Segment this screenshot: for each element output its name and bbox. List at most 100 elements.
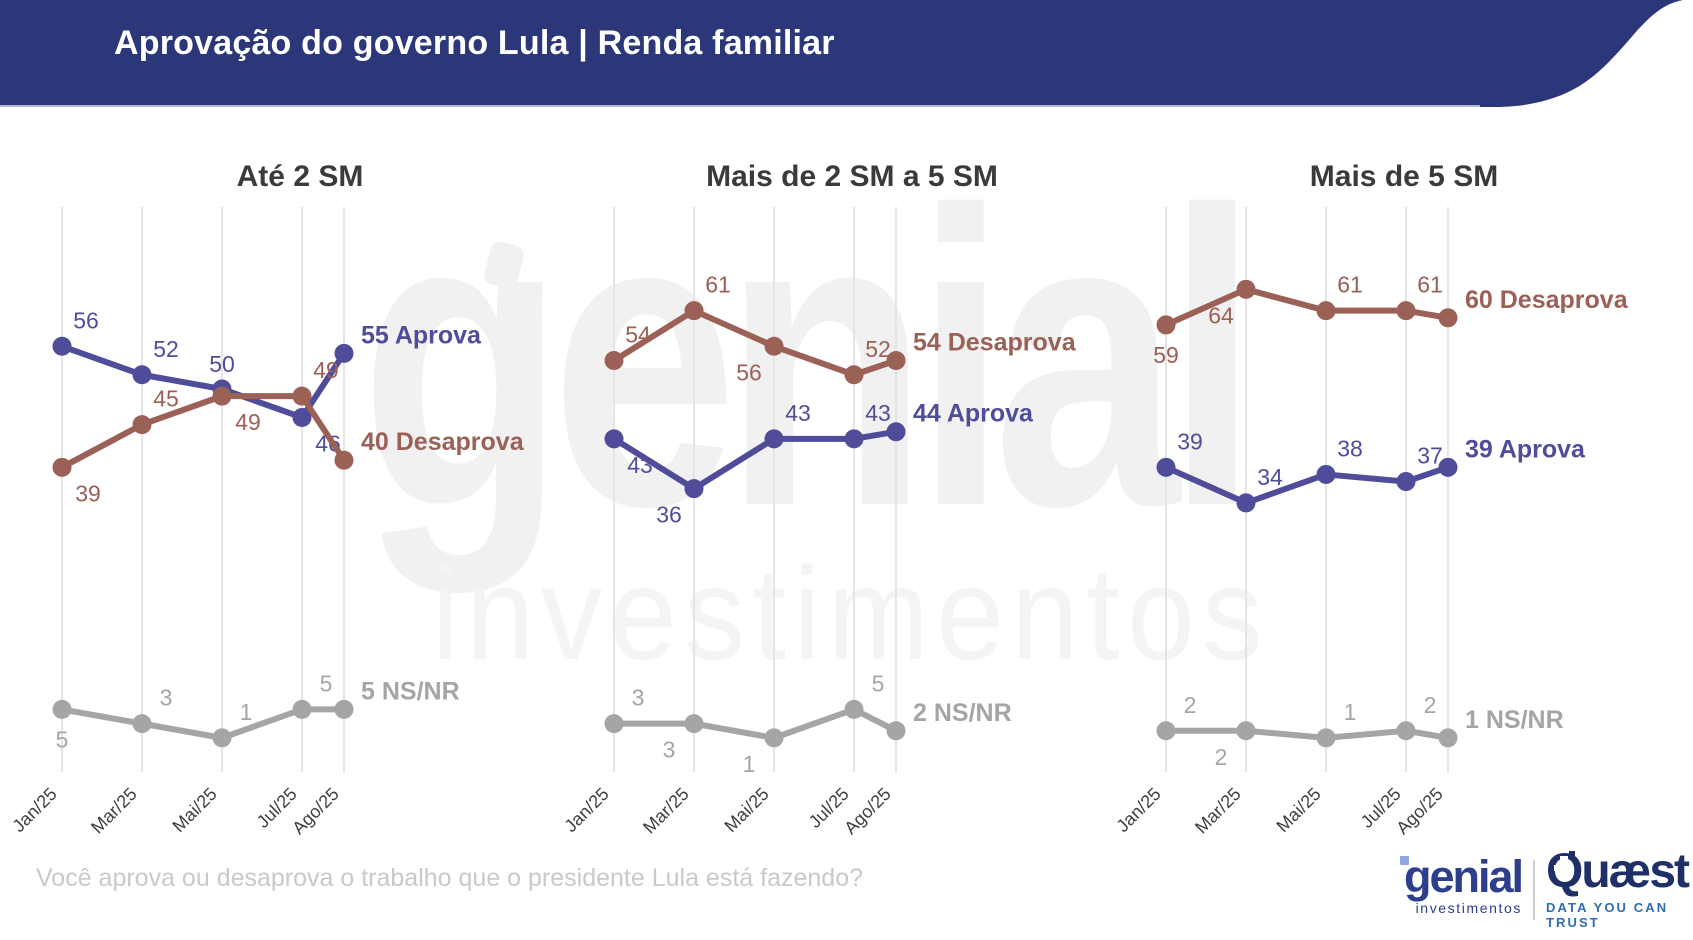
data-point	[684, 301, 704, 321]
x-axis-label: Mai/25	[168, 784, 220, 836]
value-label: 54	[625, 322, 651, 348]
data-point	[132, 365, 152, 385]
data-point	[764, 429, 784, 449]
value-label: 37	[1417, 443, 1443, 469]
series-end-label: 5 NS/NR	[361, 677, 460, 705]
data-point	[1316, 464, 1336, 484]
genial-logo: genial investimentos	[1374, 851, 1524, 916]
value-label: 5	[320, 670, 333, 696]
data-point	[1236, 279, 1256, 299]
quaest-tagline: DATA YOU CAN TRUST	[1546, 900, 1669, 930]
quaest-pixel-icon	[1554, 865, 1560, 871]
x-axis-label: Jan/25	[560, 784, 612, 836]
value-label: 39	[75, 480, 101, 506]
series-desaprova: 39 45 49 49 40 Desaprova	[52, 357, 525, 506]
x-axis-label: Mar/25	[87, 784, 141, 838]
value-label: 52	[153, 336, 179, 362]
x-axis-label: Mai/25	[720, 784, 772, 836]
data-point	[1156, 721, 1176, 741]
data-point	[334, 699, 354, 719]
data-point	[684, 714, 704, 734]
chart-title: Mais de 5 SM	[1310, 160, 1498, 193]
data-point	[1396, 721, 1416, 741]
data-point	[212, 728, 232, 748]
value-label: 49	[235, 409, 261, 435]
data-point	[292, 386, 312, 406]
series-nsnr: 5 3 1 5 5 NS/NR	[52, 670, 460, 752]
data-point	[604, 714, 624, 734]
header-background-shape	[0, 0, 1683, 107]
value-label: 1	[240, 699, 253, 725]
genial-quote-mark-icon	[1400, 856, 1409, 865]
series-aprova: 39 34 38 37 39 Aprova	[1156, 428, 1586, 513]
series-end-label: 40 Desaprova	[361, 428, 525, 456]
data-point	[604, 429, 624, 449]
value-label: 5	[56, 726, 69, 752]
data-point	[1438, 308, 1458, 328]
series-end-label: 54 Desaprova	[913, 329, 1077, 357]
genial-wordmark: genial	[1403, 851, 1524, 902]
value-label: 34	[1257, 464, 1283, 490]
value-label: 56	[73, 307, 99, 333]
value-label: 3	[663, 737, 676, 763]
survey-question: Você aprova ou desaprova o trabalho que …	[36, 864, 864, 892]
data-point	[844, 429, 864, 449]
value-label: 1	[1344, 699, 1357, 725]
data-point	[886, 721, 906, 741]
value-label: 3	[160, 685, 173, 711]
value-label: 61	[705, 272, 731, 298]
gridlines	[613, 207, 897, 772]
x-axis-label: Mar/25	[1191, 784, 1245, 838]
quaest-logo: Quæst DATA YOU CAN TRUST	[1546, 848, 1693, 931]
series-nsnr: 221 21 NS/NR	[1156, 692, 1564, 770]
data-point	[1236, 721, 1256, 741]
data-point	[212, 386, 232, 406]
data-point	[52, 336, 72, 356]
data-point	[1236, 493, 1256, 513]
series-desaprova: 54 61 56 52 54 Desaprova	[604, 272, 1077, 385]
value-label: 56	[736, 359, 762, 385]
data-point	[844, 365, 864, 385]
series-end-label: 1 NS/NR	[1465, 706, 1564, 734]
data-point	[132, 714, 152, 734]
watermark-investimentos-text: investimentos	[432, 540, 1271, 687]
gridlines	[61, 207, 345, 772]
chart-title: Mais de 2 SM a 5 SM	[706, 160, 998, 193]
value-label: 43	[785, 400, 811, 426]
series-end-label: 60 Desaprova	[1465, 286, 1629, 314]
value-label: 50	[209, 351, 235, 377]
data-point	[292, 699, 312, 719]
data-point	[764, 728, 784, 748]
x-axis-label: Ago/25	[1392, 784, 1446, 838]
x-axis-label: Ago/25	[840, 784, 894, 838]
data-point	[52, 699, 72, 719]
data-point	[334, 450, 354, 470]
page-title: Aprovação do governo Lula | Renda famili…	[114, 24, 835, 62]
data-point	[684, 479, 704, 499]
x-axis-label: Ago/25	[288, 784, 342, 838]
header-bottom-edge	[0, 105, 1480, 107]
value-label: 52	[865, 336, 891, 362]
logo-divider	[1533, 860, 1535, 920]
data-point	[844, 699, 864, 719]
value-label: 5	[872, 670, 885, 696]
value-label: 2	[1424, 692, 1437, 718]
x-axis-label: Jan/25	[1112, 784, 1164, 836]
x-axis-label: Jan/25	[8, 784, 60, 836]
header-band	[0, 0, 1683, 107]
series-desaprova: 59 64 61 61 60 Desaprova	[1153, 272, 1628, 368]
data-point	[1316, 728, 1336, 748]
data-point	[764, 336, 784, 356]
data-point	[132, 415, 152, 435]
data-point	[52, 457, 72, 477]
value-label: 1	[743, 751, 756, 777]
data-point	[604, 351, 624, 371]
data-point	[1438, 457, 1458, 477]
series-end-label: 44 Aprova	[913, 400, 1034, 428]
